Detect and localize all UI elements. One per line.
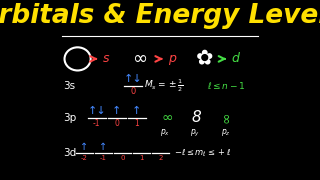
Text: 8: 8 — [191, 110, 201, 125]
Text: ↑↓: ↑↓ — [87, 106, 106, 116]
Text: $-\ell \leq m_\ell \leq +\ell$: $-\ell \leq m_\ell \leq +\ell$ — [174, 148, 231, 159]
Text: 1: 1 — [134, 120, 139, 129]
Text: d: d — [231, 52, 239, 65]
Text: 3d: 3d — [63, 148, 77, 158]
Text: 0: 0 — [130, 87, 135, 96]
Text: $\ell \leq n-1$: $\ell \leq n-1$ — [207, 80, 246, 91]
Text: ∞: ∞ — [161, 111, 173, 125]
Text: $p_x$: $p_x$ — [160, 127, 170, 138]
Text: ∞: ∞ — [132, 50, 148, 68]
Text: ↑: ↑ — [80, 141, 88, 152]
Text: s: s — [103, 52, 109, 65]
Text: 1: 1 — [139, 155, 144, 161]
Text: ✿: ✿ — [196, 48, 213, 68]
Text: p: p — [168, 52, 176, 65]
Text: -1: -1 — [93, 120, 100, 129]
Text: 3s: 3s — [63, 81, 76, 91]
Text: 2: 2 — [158, 155, 163, 161]
Text: 0: 0 — [114, 120, 119, 129]
Text: 0: 0 — [120, 155, 124, 161]
Text: $M_s = \pm\frac{1}{2}$: $M_s = \pm\frac{1}{2}$ — [144, 77, 184, 94]
Text: 3p: 3p — [63, 113, 77, 123]
Text: ↑: ↑ — [99, 141, 107, 152]
Text: ↑: ↑ — [132, 106, 141, 116]
Text: Orbitals & Energy Levels: Orbitals & Energy Levels — [0, 3, 320, 29]
Text: ↑: ↑ — [112, 106, 122, 116]
Text: -1: -1 — [100, 155, 107, 161]
Text: ↑↓: ↑↓ — [124, 74, 142, 84]
Text: $p_z$: $p_z$ — [221, 127, 231, 138]
Text: $p_y$: $p_y$ — [190, 127, 200, 139]
Text: ∞: ∞ — [219, 112, 233, 123]
Text: -2: -2 — [81, 155, 88, 161]
